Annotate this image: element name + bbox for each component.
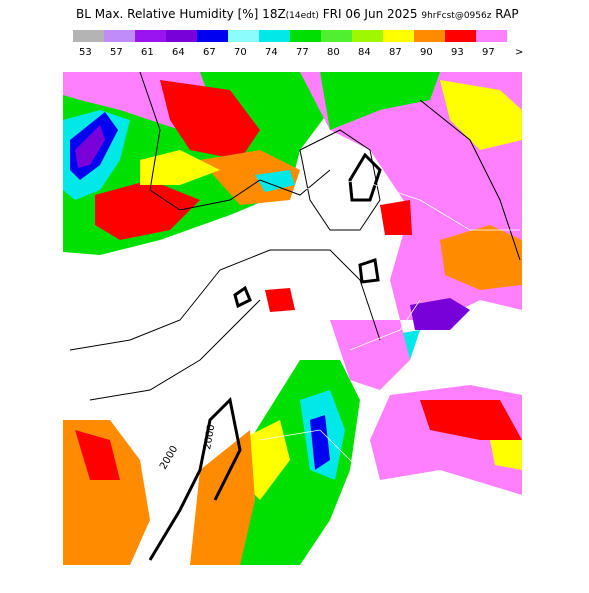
humid-area bbox=[330, 320, 410, 390]
humid-area bbox=[160, 80, 260, 160]
color-swatch bbox=[228, 30, 259, 42]
scale-label: 93 bbox=[451, 47, 464, 58]
color-swatch bbox=[259, 30, 290, 42]
humid-area bbox=[440, 225, 522, 290]
humid-area bbox=[320, 72, 440, 130]
color-swatch bbox=[414, 30, 445, 42]
contours bbox=[69, 71, 521, 561]
humid-area bbox=[190, 430, 255, 565]
boundary-line bbox=[299, 179, 520, 231]
humid-area bbox=[410, 298, 470, 330]
title: BL Max. Relative Humidity [%] 18Z(14edt)… bbox=[76, 7, 519, 21]
map: 2000 2000 bbox=[63, 71, 522, 565]
color-swatch bbox=[166, 30, 197, 42]
title-part: (14edt) bbox=[286, 11, 319, 21]
scale-label: 77 bbox=[296, 47, 309, 58]
humid-area bbox=[440, 80, 522, 150]
contour-line bbox=[233, 285, 252, 309]
humid-area bbox=[265, 288, 295, 312]
color-swatch bbox=[197, 30, 228, 42]
humid-area bbox=[75, 125, 105, 168]
color-swatch bbox=[135, 30, 166, 42]
title-part: 9hrFcst@0956z bbox=[421, 11, 491, 21]
humid-area bbox=[75, 430, 120, 480]
title-part: FRI 06 Jun 2025 bbox=[319, 7, 421, 21]
boundary-line bbox=[349, 299, 421, 351]
humid-area bbox=[95, 180, 200, 240]
humid-area bbox=[200, 150, 300, 205]
humid-area bbox=[490, 440, 522, 470]
boundary-line bbox=[259, 429, 381, 521]
boundaries bbox=[259, 179, 520, 521]
contour-line bbox=[299, 129, 381, 231]
color-swatch bbox=[73, 30, 104, 42]
color-swatch bbox=[352, 30, 383, 42]
color-swatch bbox=[321, 30, 352, 42]
humid-area bbox=[420, 400, 522, 440]
scale-label: 97 bbox=[482, 47, 495, 58]
scale-label: 87 bbox=[389, 47, 402, 58]
color-swatch bbox=[445, 30, 476, 42]
scale-label: 64 bbox=[172, 47, 185, 58]
scale-label: 70 bbox=[234, 47, 247, 58]
humid-area bbox=[380, 200, 412, 235]
contour-line bbox=[139, 71, 331, 211]
title-part: RAP bbox=[491, 7, 518, 21]
color-scale: 53 57 61 64 67 70 74 77 80 84 87 90 93 97 > bbox=[73, 30, 523, 58]
humid-area bbox=[140, 150, 220, 185]
scale-label: 57 bbox=[110, 47, 123, 58]
contour-line bbox=[358, 258, 380, 284]
color-swatch bbox=[476, 30, 507, 42]
scale-label: 67 bbox=[203, 47, 216, 58]
color-swatch bbox=[104, 30, 135, 42]
scale-label: > bbox=[515, 47, 523, 58]
contour-line bbox=[89, 299, 261, 401]
scale-label: 80 bbox=[327, 47, 340, 58]
contour-label: 2000 bbox=[202, 424, 217, 451]
scale-label: 90 bbox=[420, 47, 433, 58]
scale-label: 84 bbox=[358, 47, 371, 58]
humid-area bbox=[255, 170, 295, 192]
color-swatch bbox=[383, 30, 414, 42]
contour-line bbox=[148, 396, 242, 561]
scale-label: 53 bbox=[79, 47, 92, 58]
scale-label: 74 bbox=[265, 47, 278, 58]
contour-line bbox=[69, 249, 381, 351]
scale-label: 61 bbox=[141, 47, 154, 58]
title-part: BL Max. Relative Humidity [%] 18Z bbox=[76, 7, 286, 21]
color-swatch bbox=[290, 30, 321, 42]
humid-area bbox=[310, 415, 330, 470]
